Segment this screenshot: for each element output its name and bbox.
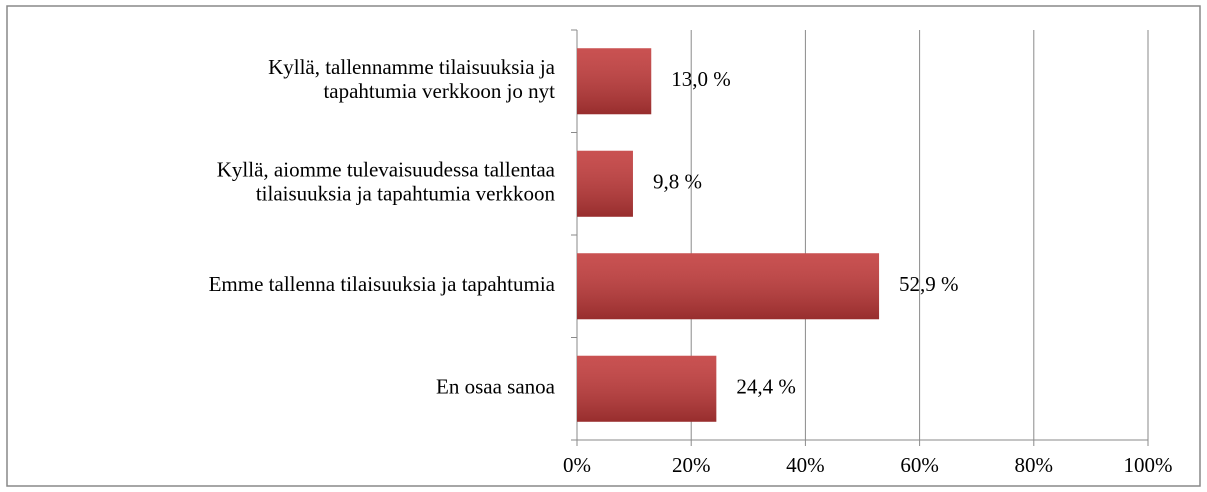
data-label: 13,0 % xyxy=(671,67,731,91)
bar-shade xyxy=(577,355,717,422)
x-tick-label: 60% xyxy=(900,453,939,477)
bar-shade xyxy=(577,150,633,217)
x-tick-label: 100% xyxy=(1124,453,1173,477)
y-tick-label: Kyllä, tallennamme tilaisuuksia ja xyxy=(268,55,556,79)
chart-frame xyxy=(6,5,1201,487)
x-tick-label: 80% xyxy=(1015,453,1054,477)
y-tick-label: tilaisuuksia ja tapahtumia verkkoon xyxy=(256,182,556,206)
y-tick-label: Kyllä, aiomme tulevaisuudessa tallentaa xyxy=(217,158,556,182)
x-tick-label: 40% xyxy=(786,453,825,477)
bar-shade xyxy=(577,253,880,320)
x-tick-label: 0% xyxy=(563,453,591,477)
y-tick-label: En osaa sanoa xyxy=(436,375,556,399)
y-tick-label: Emme tallenna tilaisuuksia ja tapahtumia xyxy=(209,272,556,296)
y-tick-label: tapahtumia verkkoon jo nyt xyxy=(323,79,555,103)
data-label: 24,4 % xyxy=(736,375,796,399)
x-tick-label: 20% xyxy=(672,453,711,477)
bar-shade xyxy=(577,48,652,115)
data-label: 9,8 % xyxy=(653,170,702,194)
data-label: 52,9 % xyxy=(899,272,959,296)
